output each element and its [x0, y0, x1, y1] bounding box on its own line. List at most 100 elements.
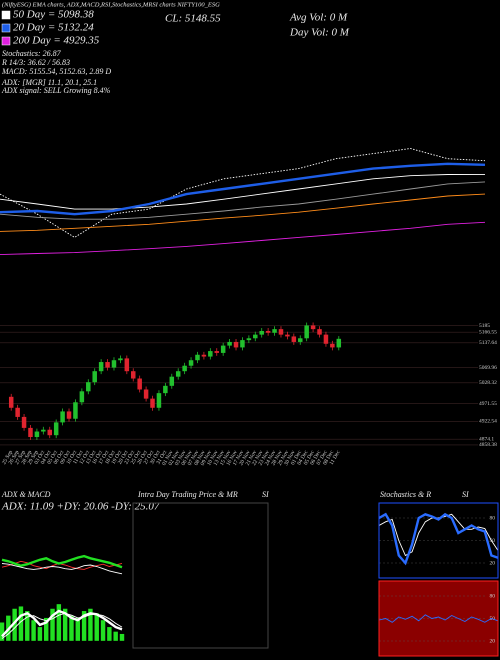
histogram-bar — [12, 608, 17, 641]
candle-body — [98, 362, 104, 372]
candle-body — [182, 365, 187, 372]
candle-body — [208, 351, 213, 357]
histogram-bar — [25, 611, 30, 641]
histogram-bar — [88, 608, 93, 641]
series-line — [0, 173, 486, 210]
histogram-bar — [31, 620, 36, 641]
annotation: ADX signal: SELL Growing 8.4% — [1, 86, 111, 95]
legend-swatch — [1, 10, 11, 20]
candle-body — [323, 334, 329, 344]
histogram-bar — [119, 633, 125, 641]
candle-body — [220, 345, 226, 353]
histogram-bar — [94, 613, 99, 641]
y-tick-label: 5185 — [479, 323, 490, 329]
series-line — [1, 560, 123, 570]
candle-body — [188, 360, 194, 366]
series-line — [1, 609, 123, 638]
annotation: Day Vol: 0 M — [289, 27, 350, 39]
candle-body — [143, 389, 149, 399]
annotation: MACD: 5155.54, 5152.63, 2.89 D — [1, 67, 111, 76]
candle-body — [278, 329, 284, 335]
series-line — [378, 512, 499, 566]
candle-body — [265, 330, 271, 333]
candle-body — [240, 340, 245, 348]
legend-swatch — [1, 36, 11, 46]
candle-body — [175, 371, 181, 377]
y-tick-label: 80 — [490, 515, 496, 521]
candle-body — [233, 341, 239, 348]
candle-body — [53, 422, 59, 436]
header-title: (NiftyESG) EMA charts, ADX,MACD,RSI,Stoc… — [2, 1, 220, 8]
y-tick-label: 4858.38 — [479, 442, 497, 448]
candle-body — [73, 402, 78, 419]
histogram-bar — [62, 608, 68, 641]
candle-body — [86, 382, 91, 392]
candle-body — [214, 351, 219, 353]
histogram-bar — [81, 611, 87, 641]
candle-body — [317, 329, 322, 335]
legend-label: 20 Day = 5132.24 — [13, 22, 94, 34]
candle-body — [111, 360, 117, 368]
candle-body — [28, 427, 33, 438]
candle-body — [137, 378, 142, 390]
histogram-bar — [0, 622, 5, 641]
panel-frame — [132, 502, 269, 649]
candle-body — [310, 325, 316, 330]
series-line — [0, 148, 486, 238]
candle-body — [304, 325, 309, 339]
annotation: Avg Vol: 0 M — [289, 12, 348, 24]
y-tick-label: 5137.64 — [479, 340, 497, 346]
candle-body — [15, 407, 20, 417]
series-line — [1, 554, 123, 569]
candle-body — [285, 334, 290, 337]
y-tick-label: 5028.32 — [479, 380, 497, 386]
candle-body — [8, 396, 14, 408]
candle-body — [131, 371, 136, 379]
legend-label: 200 Day = 4929.35 — [13, 35, 100, 47]
candle-body — [259, 330, 264, 335]
histogram-bar — [69, 615, 74, 641]
annotation: R 14/3: 36.62 / 56.83 — [1, 58, 70, 67]
panel-subtitle: SI — [462, 490, 469, 499]
annotation: ADX: [MGR] 11.1, 20.1, 25.1 — [1, 78, 97, 87]
y-tick-label: 80 — [490, 593, 496, 599]
candle-body — [336, 338, 342, 348]
candle-body — [201, 354, 207, 357]
histogram-bar — [113, 631, 118, 641]
panel-subtitle: ADX: 11.09 +DY: 20.06 -DY: 25.07 — [1, 501, 160, 513]
y-tick-label: 5069.96 — [479, 365, 497, 371]
candle-body — [163, 385, 168, 394]
candle-body — [156, 393, 162, 408]
candle-body — [150, 398, 155, 408]
candle-body — [21, 416, 27, 428]
series-line — [1, 612, 123, 639]
candle-body — [105, 362, 110, 368]
y-tick-label: 4971.55 — [479, 401, 497, 407]
candle-body — [169, 376, 175, 386]
candle-body — [118, 358, 123, 361]
candle-body — [227, 341, 232, 346]
annotation: CL: 5148.55 — [165, 13, 221, 25]
y-tick-label: 4922.54 — [479, 419, 497, 425]
panel-title: Intra Day Trading Price & MR — [137, 490, 238, 499]
candle-body — [298, 338, 303, 342]
y-tick-label: 50 — [490, 538, 496, 544]
candle-body — [47, 429, 52, 436]
candle-body — [60, 411, 65, 423]
histogram-bar — [56, 604, 62, 641]
y-tick-label: 20 — [490, 560, 496, 566]
histogram-bar — [18, 606, 24, 641]
candle-body — [195, 354, 200, 361]
panel-background — [379, 581, 498, 656]
series-line — [378, 614, 499, 623]
legend-label: 50 Day = 5098.38 — [13, 9, 94, 21]
panel-frame — [378, 502, 499, 579]
panel-frame — [378, 580, 499, 657]
histogram-bar — [50, 608, 55, 641]
candle-body — [253, 334, 258, 339]
histogram-bar — [37, 627, 43, 641]
candle-body — [92, 371, 97, 383]
y-tick-label: 20 — [490, 638, 496, 644]
candle-body — [330, 343, 335, 348]
